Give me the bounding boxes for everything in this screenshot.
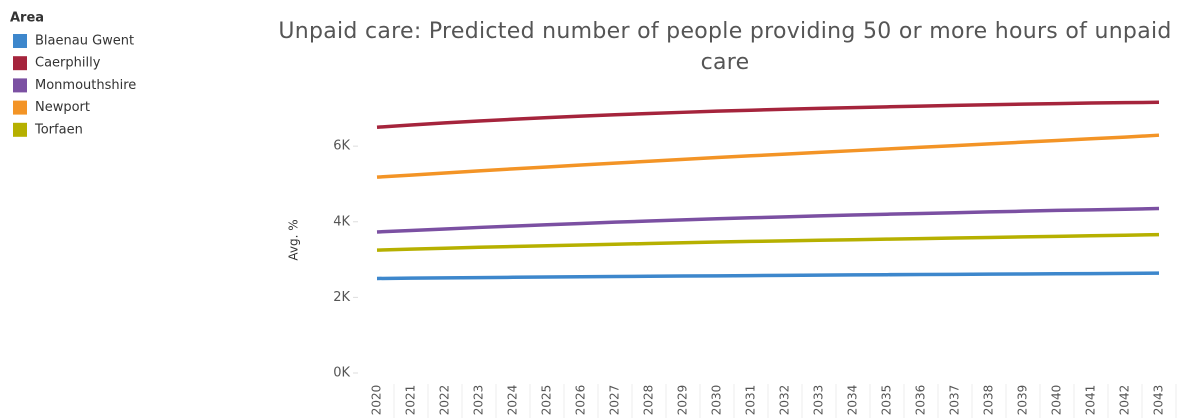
legend-label: Newport: [35, 100, 90, 115]
x-tick-label: 2037: [948, 385, 962, 416]
chart-title: Unpaid care: Predicted number of people …: [278, 19, 1172, 75]
legend-label: Caerphilly: [35, 56, 101, 71]
x-tick-label: 2024: [506, 385, 520, 416]
x-tick-label: 2026: [574, 385, 588, 416]
x-tick-label: 2031: [744, 385, 758, 416]
y-tick-label: 4K: [333, 214, 350, 229]
series-line: [376, 100, 1160, 129]
x-tick-label: 2034: [846, 385, 860, 416]
x-tick-label: 2022: [438, 385, 452, 416]
x-tick-label: 2032: [778, 385, 792, 416]
x-tick-label: 2041: [1084, 385, 1098, 416]
x-tick-label: 2043: [1152, 385, 1166, 416]
series-line: [376, 133, 1160, 179]
x-tick-label: 2038: [982, 385, 996, 416]
x-tick-label: 2035: [880, 385, 894, 416]
x-tick-label: 2036: [914, 385, 928, 416]
x-tick-label: 2030: [710, 385, 724, 416]
series-line: [376, 206, 1160, 234]
x-tick-label: 2020: [370, 385, 384, 416]
legend-label: Torfaen: [34, 122, 83, 137]
y-tick-label: 6K: [333, 139, 350, 154]
x-tick-label: 2029: [676, 385, 690, 416]
x-tick-label: 2033: [812, 385, 826, 416]
series-line: [376, 232, 1160, 252]
x-tick-label: 2027: [608, 385, 622, 416]
legend-swatch: [13, 78, 27, 93]
x-tick-label: 2039: [1016, 385, 1030, 416]
x-tick-label: 2042: [1118, 385, 1132, 416]
legend-swatch: [13, 34, 27, 48]
legend-label: Monmouthshire: [35, 78, 136, 93]
y-tick-label: 0K: [333, 366, 350, 381]
legend-title: Area: [10, 11, 44, 26]
legend-label: Blaenau Gwent: [35, 34, 134, 49]
series-line: [376, 271, 1160, 281]
x-tick-label: 2028: [642, 385, 656, 416]
y-tick-label: 2K: [333, 290, 350, 305]
x-tick-label: 2025: [540, 385, 554, 416]
legend-swatch: [13, 122, 27, 137]
title-box: Unpaid care: Predicted number of people …: [278, 19, 1172, 75]
legend-swatch: [13, 100, 27, 115]
x-tick-label: 2040: [1050, 385, 1064, 416]
legend-swatch: [13, 56, 27, 71]
x-tick-label: 2023: [472, 385, 486, 416]
y-axis-label: Avg. %: [287, 219, 301, 260]
x-tick-label: 2021: [404, 385, 418, 416]
